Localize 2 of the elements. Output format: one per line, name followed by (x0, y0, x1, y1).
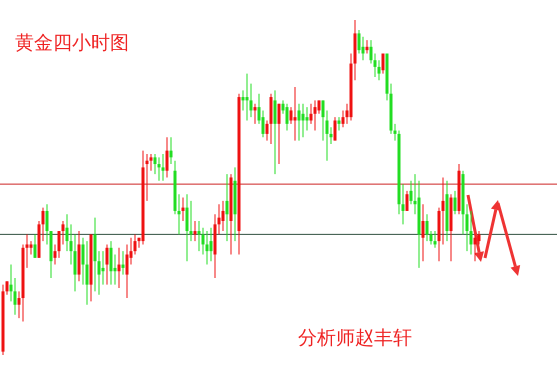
title: 黄金四小时图 (15, 32, 129, 54)
annotation: 分析师赵丰轩 (298, 327, 412, 349)
